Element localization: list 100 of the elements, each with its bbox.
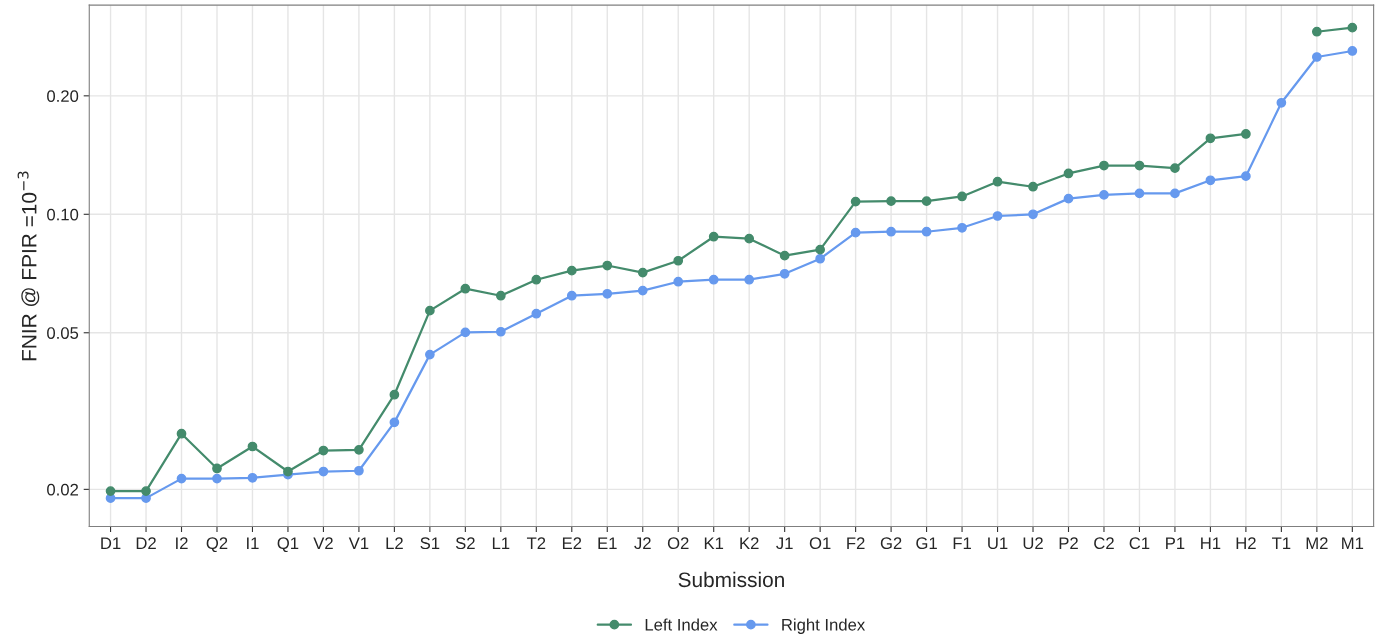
x-tick-label: O2 <box>667 537 689 550</box>
point <box>176 428 187 439</box>
point <box>495 290 506 301</box>
point <box>1099 160 1109 171</box>
x-axis-title: Submission <box>678 571 784 588</box>
point <box>602 288 613 299</box>
point <box>105 486 116 496</box>
x-tick-label: T1 <box>1272 537 1291 549</box>
point <box>425 305 435 316</box>
point <box>1205 175 1216 186</box>
x-tick-label: E1 <box>598 537 617 549</box>
x-tick-label: T2 <box>526 537 546 549</box>
x-tick-label: C1 <box>1129 537 1150 550</box>
x-tick-label: J1 <box>776 537 793 550</box>
x-tick-label: M2 <box>1306 537 1328 549</box>
point <box>141 486 151 496</box>
x-tick-label: G2 <box>880 537 902 550</box>
point <box>637 285 648 296</box>
y-tick-label: 0.05 <box>47 327 79 339</box>
x-tick-label: G1 <box>916 537 937 550</box>
point <box>460 327 471 338</box>
point <box>566 265 577 276</box>
point <box>992 176 1003 187</box>
x-tick-label: L1 <box>492 537 510 549</box>
point <box>1063 168 1074 179</box>
point <box>247 441 258 452</box>
point <box>531 308 542 319</box>
legend-label: Right Index <box>782 618 866 634</box>
point <box>531 274 542 285</box>
point <box>708 231 719 242</box>
point <box>354 445 364 455</box>
point <box>1311 26 1322 37</box>
point <box>637 267 648 278</box>
point <box>425 349 435 360</box>
x-tick-label: M1 <box>1342 537 1364 549</box>
x-tick-label: S2 <box>455 537 475 550</box>
point <box>673 276 684 287</box>
point <box>921 226 932 237</box>
x-tick-label: V1 <box>348 537 369 549</box>
point <box>566 290 577 301</box>
point <box>212 463 222 474</box>
point <box>815 253 826 264</box>
point <box>744 274 755 285</box>
point <box>212 473 222 484</box>
x-tick-label: I1 <box>247 537 259 549</box>
point <box>460 283 471 294</box>
point <box>318 445 329 456</box>
point <box>495 326 506 337</box>
point <box>744 233 755 244</box>
x-tick-label: I2 <box>176 537 188 549</box>
point <box>318 466 329 477</box>
point <box>1028 209 1038 220</box>
x-tick-label: Q1 <box>277 537 299 553</box>
x-tick-label: F1 <box>953 537 971 549</box>
x-tick-label: C2 <box>1094 537 1114 550</box>
point <box>1241 129 1251 139</box>
point <box>1063 193 1074 204</box>
point <box>247 472 258 483</box>
x-tick-label: K2 <box>740 537 759 549</box>
x-tick-label: L2 <box>386 537 403 549</box>
point <box>1170 163 1180 174</box>
point <box>850 196 861 207</box>
point <box>1347 22 1358 33</box>
point <box>886 196 896 207</box>
x-tick-label: P1 <box>1166 537 1185 549</box>
point <box>708 274 719 285</box>
x-tick-label: V2 <box>313 537 333 549</box>
point <box>1205 133 1216 144</box>
point <box>1134 188 1145 199</box>
point <box>779 250 790 261</box>
x-tick-label: O1 <box>809 537 831 550</box>
x-tick-label: U2 <box>1023 537 1043 550</box>
point <box>886 226 896 237</box>
point <box>1099 190 1109 200</box>
point <box>957 222 967 233</box>
point <box>176 473 187 484</box>
point <box>602 260 613 271</box>
legend-label: Left Index <box>645 618 718 631</box>
point <box>1311 52 1322 62</box>
x-tick-label: Q2 <box>206 537 228 553</box>
point <box>389 417 400 428</box>
point <box>850 227 861 238</box>
x-tick-label: D1 <box>101 537 121 549</box>
y-tick-label: 0.02 <box>47 483 79 496</box>
x-tick-label: J2 <box>634 537 651 550</box>
point <box>1134 160 1145 171</box>
x-tick-label: F2 <box>847 537 865 549</box>
x-tick-label: H2 <box>1236 537 1256 549</box>
x-tick-label: S1 <box>420 537 440 550</box>
point <box>1276 97 1287 108</box>
x-tick-label: U1 <box>988 537 1008 550</box>
point <box>1028 181 1038 192</box>
point <box>779 268 790 279</box>
x-tick-label: H1 <box>1201 537 1221 549</box>
y-tick-label: 0.20 <box>47 90 79 103</box>
point <box>1241 171 1251 182</box>
point <box>992 211 1003 221</box>
point <box>389 389 400 400</box>
x-tick-label: K1 <box>704 537 724 549</box>
point <box>1170 188 1180 199</box>
